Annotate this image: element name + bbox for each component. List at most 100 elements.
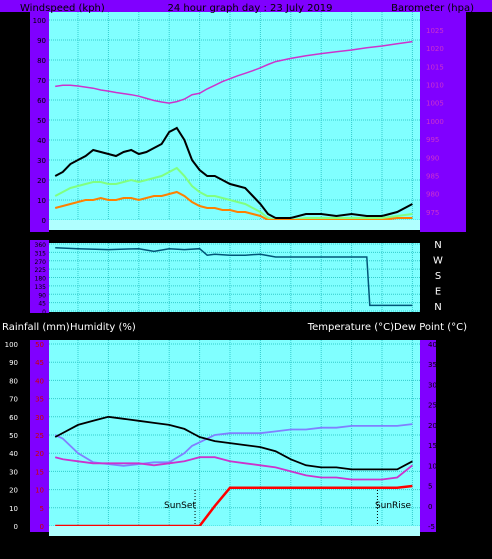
dir-tick-label: 180 (35, 276, 47, 283)
top-x-tick-label: 05 (346, 232, 357, 242)
temperature-tick-label: 20 (428, 422, 437, 430)
temperature-tick-label: 40 (428, 341, 437, 349)
top-x-tick-label: 09 (407, 232, 419, 242)
bottom-x-tick-label: 15 (133, 539, 144, 549)
compass-label: S (435, 271, 441, 282)
bottom-x-tick-label: 01 (285, 539, 296, 549)
humidity-tick-label: 20 (9, 487, 18, 495)
bottom-x-tick-label: 21 (224, 539, 235, 549)
rainfall-tick-label: 50 (35, 341, 44, 349)
bottom-x-tick-label: 09 (407, 539, 419, 549)
top-x-tick-label: 11 (72, 232, 83, 242)
bottom-x-tick-label: 19 (194, 539, 206, 549)
rainfall-tick-label: 25 (35, 432, 44, 440)
dir-tick-label: 225 (35, 267, 47, 274)
top-x-tick-label: 15 (133, 232, 144, 242)
temp-series-2 (54, 456, 413, 481)
barometer-line (55, 40, 413, 104)
humidity-tick-label: 90 (9, 359, 18, 367)
dir-tick-label: 90 (38, 292, 46, 299)
humidity-tick-label: 10 (9, 505, 18, 513)
temperature-tick-label: 15 (428, 442, 437, 450)
bottom-x-tick-label: 13 (103, 539, 114, 549)
wind-barometer-panel: 0102030405060708090100975980985990995100… (33, 12, 444, 242)
barometer-axis-title: Barometer (hpa) (391, 3, 474, 14)
temperature-humidity-panel: 0102030405060708090100051015202530354045… (5, 340, 437, 549)
barometer-tick-label: 995 (426, 136, 439, 144)
bottom-x-tick-label: 07 (376, 539, 387, 549)
windspeed-tick-label: 70 (37, 77, 46, 85)
rainfall-axis-title: Rainfall (mm) (2, 322, 70, 333)
wind-series-0 (54, 126, 413, 219)
bottom-left-margin (30, 340, 49, 532)
humidity-tick-label: 80 (9, 377, 18, 385)
compass-label: E (435, 287, 441, 298)
humidity-tick-label: 70 (9, 396, 18, 404)
wind-direction-line (55, 246, 413, 307)
temperature-tick-label: 35 (428, 361, 437, 369)
temperature-tick-label: 5 (428, 483, 432, 491)
dir-tick-label: 315 (35, 250, 47, 257)
rainfall-tick-label: 35 (35, 396, 44, 404)
dir-tick-label: 360 (35, 242, 47, 249)
compass-label: N (434, 240, 441, 251)
wind-plot-area (49, 12, 420, 220)
bottom-x-tick-label: 05 (346, 539, 357, 549)
humidity-tick-label: 40 (9, 450, 18, 458)
humidity-tick-label: 60 (9, 414, 18, 422)
windspeed-tick-label: 0 (42, 217, 46, 225)
windspeed-tick-label: 90 (37, 37, 46, 45)
temperature-tick-label: 0 (428, 503, 432, 511)
barometer-tick-label: 990 (426, 154, 439, 162)
windspeed-tick-label: 30 (37, 157, 46, 165)
dir-tick-label: 135 (35, 284, 47, 291)
windspeed-tick-label: 10 (37, 197, 46, 205)
temperature-axis-title: Temperature (°C) (307, 322, 394, 333)
barometer-tick-label: 975 (426, 209, 439, 217)
humidity-tick-label: 30 (9, 468, 18, 476)
windspeed-tick-label: 20 (37, 177, 46, 185)
windspeed-tick-label: 40 (37, 137, 46, 145)
temperature-tick-label: -5 (428, 523, 435, 531)
barometer-tick-label: 1010 (426, 82, 444, 90)
dewpoint-axis-title: Dew Point (°C) (394, 322, 467, 333)
bottom-x-tick-label: 11 (72, 539, 83, 549)
dir-plot-area (49, 243, 420, 312)
top-x-tick-label: 03 (315, 232, 326, 242)
windspeed-tick-label: 80 (37, 57, 46, 65)
sunrise-label: SunRise (375, 501, 412, 511)
top-x-tick-label: 17 (163, 232, 174, 242)
barometer-tick-label: 1025 (426, 27, 444, 35)
compass-label: N (434, 302, 441, 313)
bottom-right-margin (420, 340, 436, 532)
barometer-tick-label: 1000 (426, 118, 444, 126)
rainfall-tick-label: 40 (35, 377, 44, 385)
barometer-tick-label: 980 (426, 191, 439, 199)
wind-axis-strip (49, 220, 420, 230)
dir-left-margin (30, 240, 49, 313)
barometer-tick-label: 1005 (426, 100, 444, 108)
windspeed-axis-title: Windspeed (kph) (20, 3, 105, 14)
rainfall-tick-label: 0 (40, 523, 44, 531)
bottom-x-tick-label: 03 (315, 539, 326, 549)
sunset-label: SunSet (164, 501, 196, 511)
top-x-tick-label: 13 (103, 232, 114, 242)
rainfall-tick-label: 5 (40, 505, 44, 513)
graph-title: 24 hour graph day : 23 July 2019 (167, 3, 332, 14)
dir-tick-label: 270 (35, 259, 47, 266)
top-x-tick-label: 23 (255, 232, 266, 242)
top-x-tick-label: 01 (285, 232, 296, 242)
rainfall-tick-label: 15 (35, 468, 44, 476)
windspeed-tick-label: 100 (33, 17, 46, 25)
temp-series-0 (54, 423, 413, 467)
temperature-tick-label: 10 (428, 462, 437, 470)
rainfall-tick-label: 10 (35, 487, 44, 495)
rainfall-tick-label: 45 (35, 359, 44, 367)
dir-tick-label: 45 (38, 301, 46, 308)
barometer-tick-label: 1020 (426, 45, 444, 53)
temp-axis-strip (49, 526, 420, 536)
header-strip (0, 0, 492, 12)
humidity-tick-label: 0 (14, 523, 18, 531)
